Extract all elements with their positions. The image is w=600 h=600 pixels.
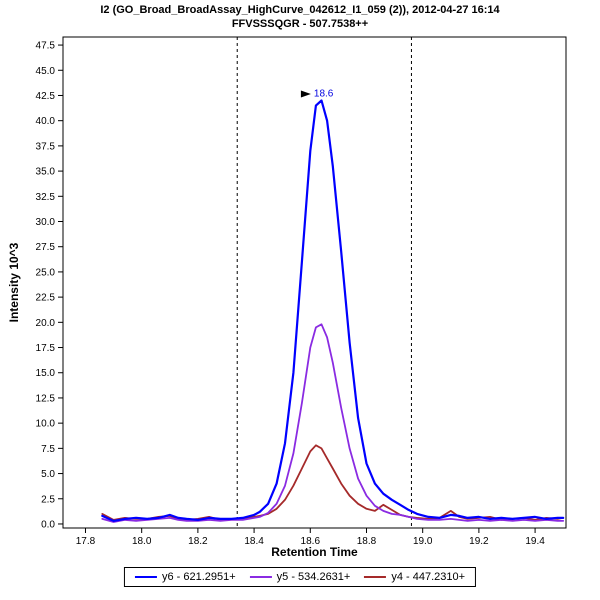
y-tick-label: 30.0	[36, 217, 56, 228]
y-tick-label: 20.0	[36, 318, 56, 329]
y-tick-label: 0.0	[41, 519, 55, 530]
peak-pointer-icon	[300, 90, 311, 98]
y-tick-label: 40.0	[36, 116, 56, 127]
legend-item-y5: y5 - 534.2631+	[249, 571, 351, 583]
x-tick-label: 18.6	[301, 536, 321, 547]
y-tick-label: 35.0	[36, 167, 56, 178]
x-tick-label: 18.2	[188, 536, 208, 547]
chart-title: I2 (GO_Broad_BroadAssay_HighCurve_042612…	[100, 4, 500, 16]
legend-item-y6: y6 - 621.2951+	[134, 571, 236, 583]
x-tick-label: 19.0	[413, 536, 433, 547]
y-tick-label: 15.0	[36, 368, 56, 379]
x-tick-label: 19.2	[469, 536, 489, 547]
x-tick-label: 18.4	[244, 536, 264, 547]
chart-title-block: I2 (GO_Broad_BroadAssay_HighCurve_042612…	[0, 3, 600, 31]
chart-legend: y6 - 621.2951+ y5 - 534.2631+ y4 - 447.231…	[123, 567, 477, 587]
y-tick-label: 7.5	[41, 444, 55, 455]
x-tick-label: 18.0	[132, 536, 152, 547]
x-tick-label: 19.4	[525, 536, 545, 547]
legend-item-y4: y4 - 447.2310+	[364, 571, 465, 583]
y-tick-label: 45.0	[36, 66, 56, 77]
y-tick-label: 10.0	[36, 419, 56, 430]
x-tick-label: 18.8	[357, 536, 377, 547]
y-axis-title: Intensity 10^3	[7, 242, 21, 322]
y-tick-label: 5.0	[41, 469, 55, 480]
y-tick-label: 25.0	[36, 267, 56, 278]
y-tick-label: 12.5	[36, 393, 56, 404]
y-tick-label: 32.5	[36, 192, 56, 203]
y-tick-label: 22.5	[36, 293, 56, 304]
peak-rt-annotation: 18.6	[314, 89, 334, 100]
legend-line-sample	[364, 576, 387, 578]
chart-subtitle: FFVSSSQGR - 507.7538++	[231, 18, 369, 30]
y-tick-label: 2.5	[41, 494, 55, 505]
legend-line-sample	[249, 576, 272, 578]
y-tick-label: 17.5	[36, 343, 56, 354]
x-tick-label: 17.8	[76, 536, 96, 547]
y-tick-label: 42.5	[36, 91, 56, 102]
legend-line-sample	[134, 576, 157, 578]
y-tick-label: 37.5	[36, 141, 56, 152]
legend-label: y4 - 447.2310+	[391, 571, 466, 583]
x-axis-title: Retention Time	[271, 545, 358, 559]
series-line-y6	[101, 99, 565, 523]
y-tick-label: 47.5	[36, 41, 56, 52]
legend-label: y5 - 534.2631+	[276, 571, 351, 583]
legend-label: y6 - 621.2951+	[161, 571, 236, 583]
series-line-y5	[101, 323, 565, 523]
y-tick-label: 27.5	[36, 242, 56, 253]
